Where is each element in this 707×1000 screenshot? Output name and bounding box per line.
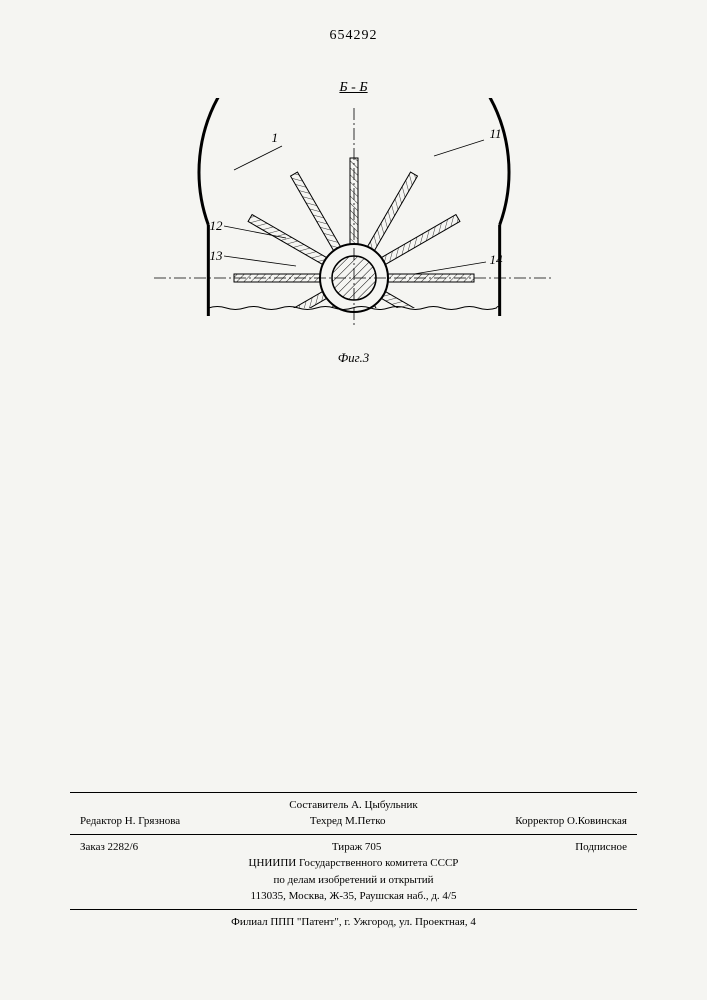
compiler: Составитель А. Цыбульник bbox=[289, 797, 417, 814]
divider bbox=[70, 834, 637, 835]
figure-caption: Фиг.3 bbox=[338, 350, 370, 366]
callout-13: 13 bbox=[210, 248, 223, 264]
techred: Техред М.Петко bbox=[310, 813, 386, 830]
address: 113035, Москва, Ж-35, Раушская наб., д. … bbox=[70, 888, 637, 905]
signed: Подписное bbox=[575, 839, 627, 856]
editor: Редактор Н. Грязнова bbox=[80, 813, 180, 830]
section-label: Б - Б bbox=[339, 80, 367, 96]
divider bbox=[70, 792, 637, 793]
footer: Составитель А. Цыбульник Редактор Н. Гря… bbox=[70, 788, 637, 931]
document-number: 654292 bbox=[330, 28, 378, 44]
order-number: Заказ 2282/6 bbox=[80, 839, 138, 856]
callout-11: 11 bbox=[490, 126, 502, 142]
callout-1: 1 bbox=[272, 130, 279, 146]
callout-14: 14 bbox=[490, 252, 503, 268]
divider bbox=[70, 909, 637, 910]
diagram-svg bbox=[134, 98, 574, 348]
figure-3: Б - Б 1 11 12 13 14 Фиг.3 bbox=[134, 80, 574, 360]
corrector: Корректор О.Ковинская bbox=[515, 813, 627, 830]
branch: Филиал ППП "Патент", г. Ужгород, ул. Про… bbox=[70, 914, 637, 931]
callout-12: 12 bbox=[210, 218, 223, 234]
tirage: Тираж 705 bbox=[332, 839, 382, 856]
org-line-2: по делам изобретений и открытий bbox=[70, 872, 637, 889]
org-line-1: ЦНИИПИ Государственного комитета СССР bbox=[70, 855, 637, 872]
